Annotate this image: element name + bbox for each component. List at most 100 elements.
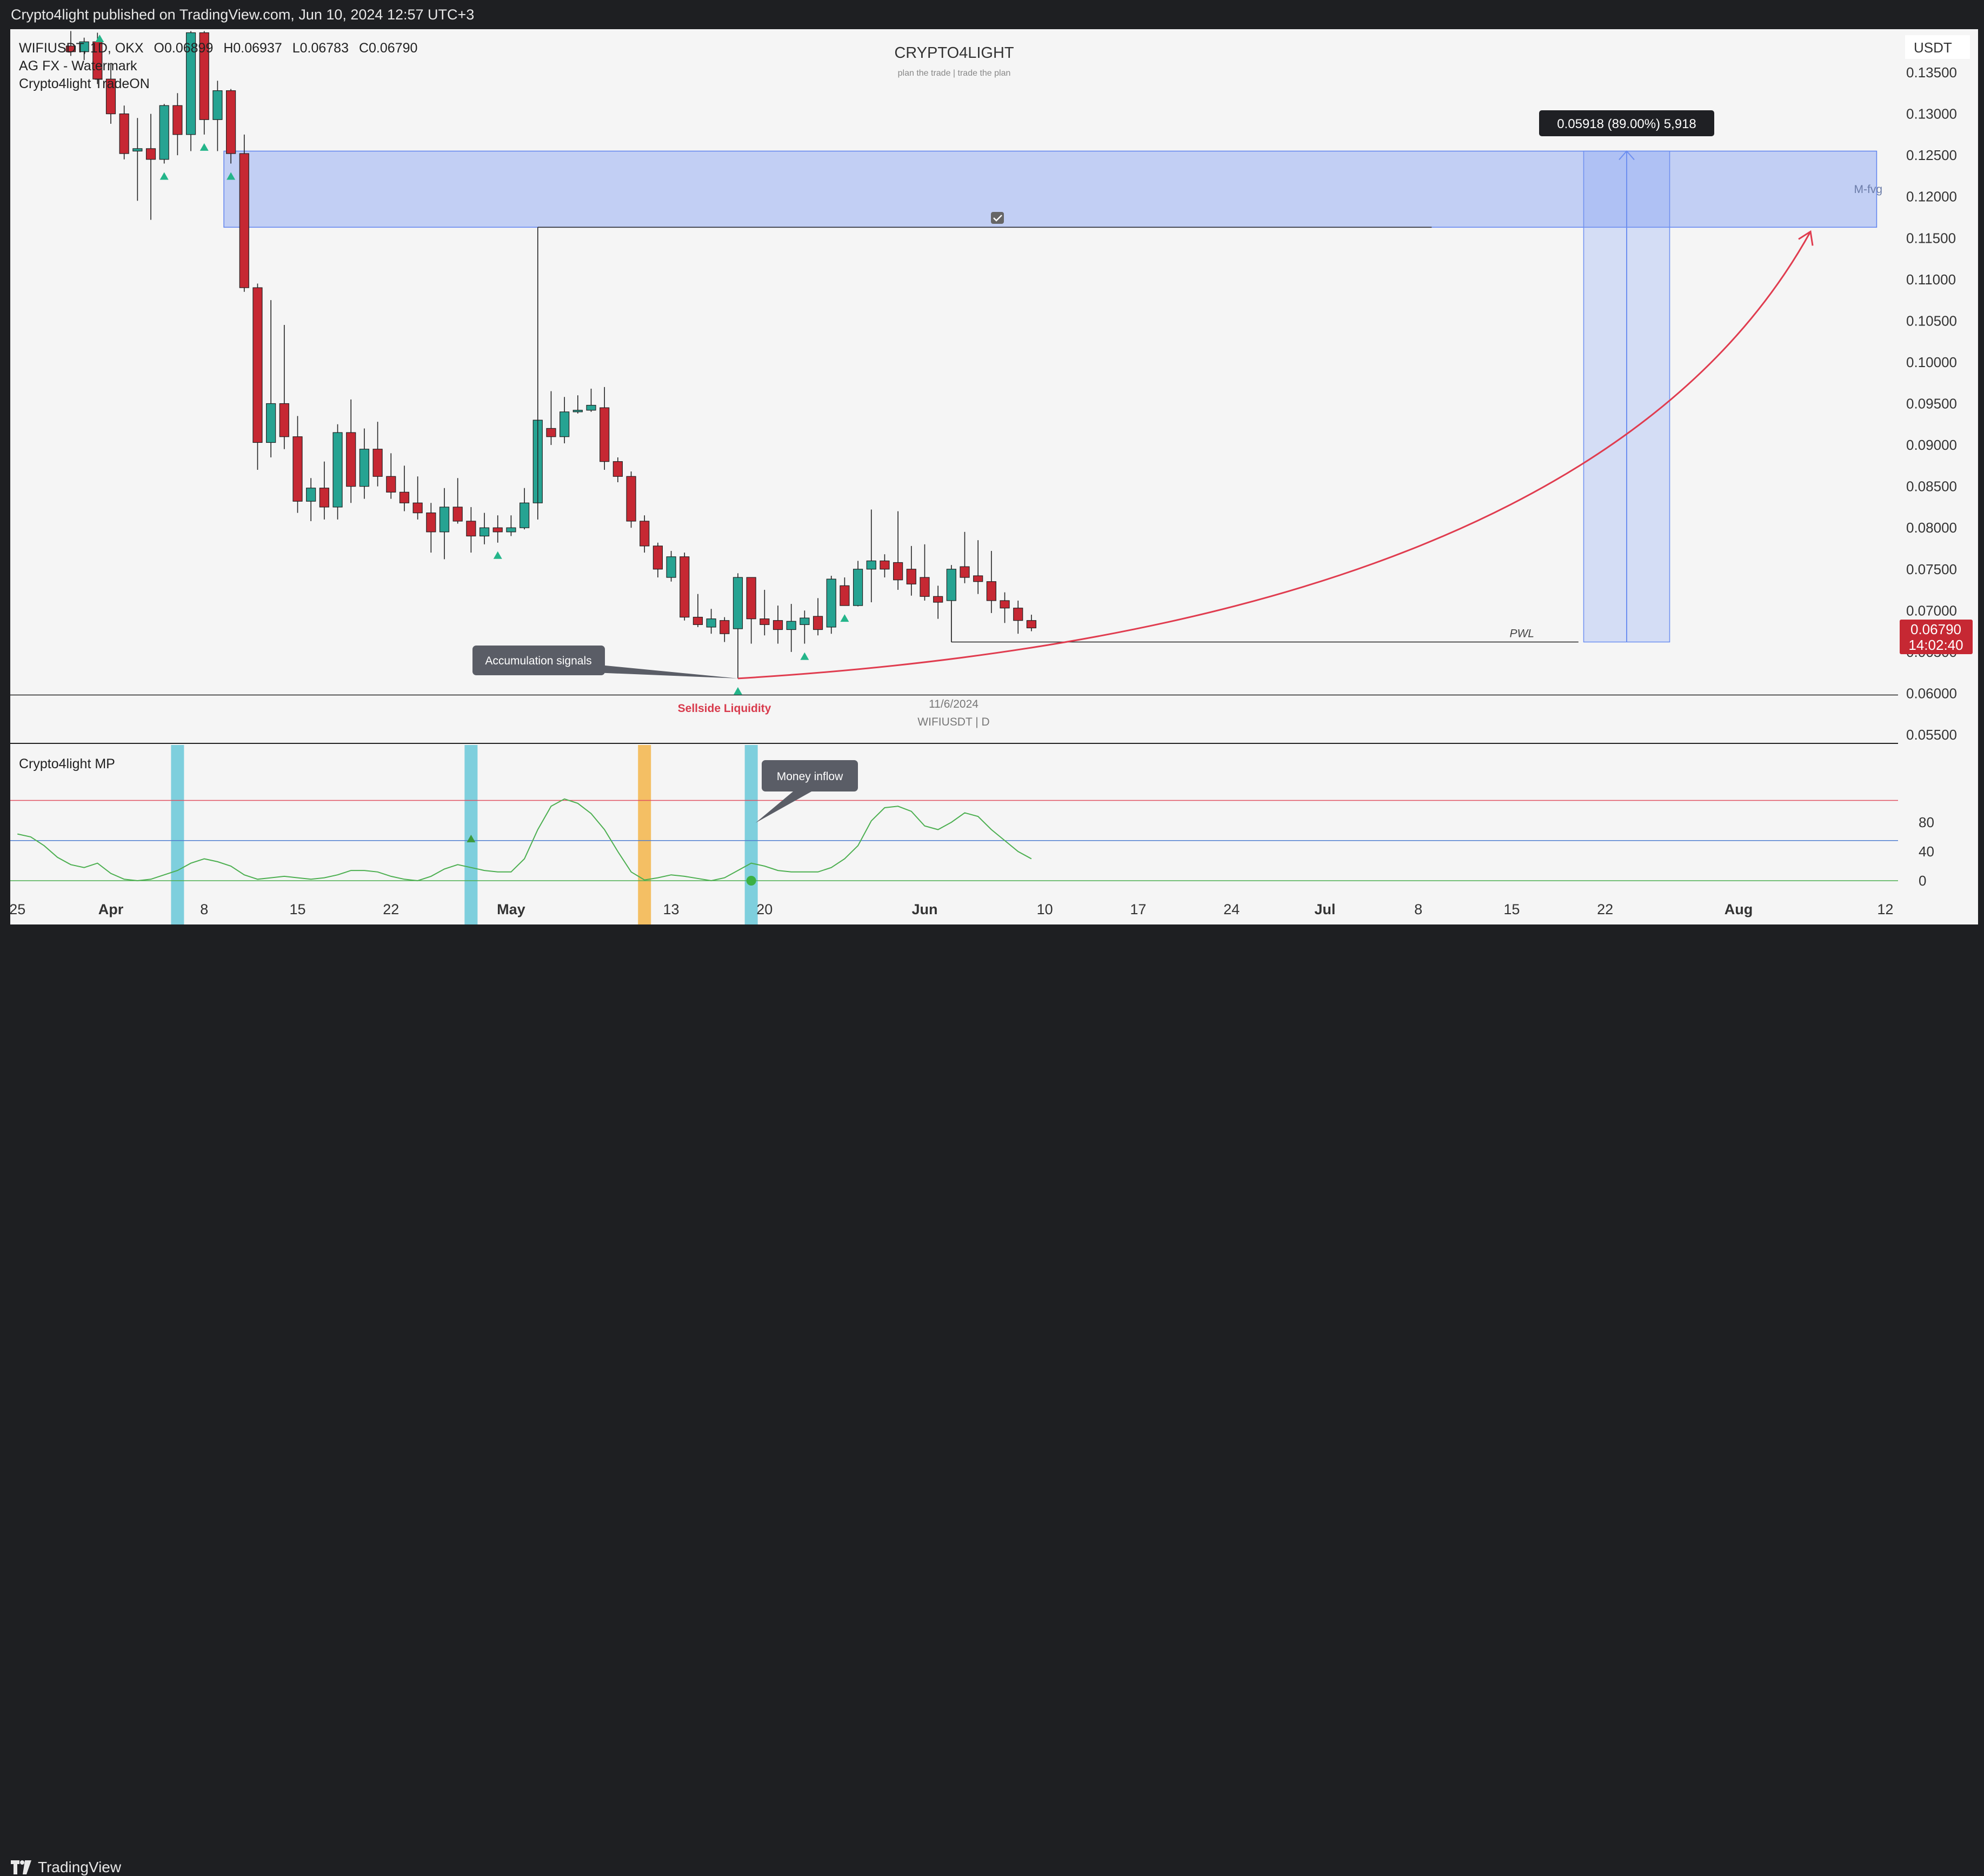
mfvg-label: M-fvg [1854, 183, 1883, 196]
oscillator-signal-bar [171, 745, 184, 924]
symbol-tf-label: WIFIUSDT | D [917, 716, 989, 728]
candle-body [346, 432, 356, 487]
candle-body [372, 449, 383, 477]
currency-box [1905, 35, 1970, 59]
time-tick-label: Jul [1314, 901, 1335, 917]
legend-open: 0.06899 [164, 41, 213, 56]
price-tick-label: 0.07500 [1906, 561, 1957, 577]
candle-body [720, 620, 730, 634]
money-inflow-box [762, 760, 858, 791]
accumulation-signal-icon [840, 614, 849, 622]
price-tick-label: 0.08000 [1906, 520, 1957, 536]
annotations-layer: PWL 0.05918 (89.00%) 5,918 Accumulation si… [10, 35, 1898, 728]
accumulation-signal-icon [493, 551, 502, 559]
oscillator-signal-bar [638, 745, 651, 924]
price-tick-label: 0.12000 [1906, 189, 1957, 205]
price-axis[interactable]: 0.13500 0.13000 0.12500 0.12000 0.11500 0.110… [1898, 29, 1978, 924]
legend-high-label: H [223, 41, 233, 56]
time-tick-label: 8 [200, 901, 208, 917]
candle-body [239, 153, 249, 288]
legend-low: 0.06783 [300, 41, 349, 56]
oscillator-tick-label: 0 [1919, 873, 1926, 889]
candle-body [866, 560, 876, 570]
time-tick-label: Apr [98, 901, 124, 917]
pwl-label: PWL [1509, 628, 1534, 640]
legend-indicator-watermark: AG FX - Watermark [19, 58, 137, 74]
candle-body [746, 577, 756, 620]
watermark-title: CRYPTO4LIGHT [894, 44, 1014, 62]
legend-line: WIFIUSDT, 1D, OKX O0.06899 H0.06937 L0.0… [19, 41, 417, 56]
sellside-label: Sellside Liquidity [678, 702, 771, 715]
tradingview-logo-text: TradingView [38, 1859, 122, 1875]
time-tick-label: 10 [1037, 901, 1053, 917]
chart-area[interactable]: CRYPTO4LIGHT plan the trade | trade the … [9, 29, 1978, 924]
candle-body [773, 620, 783, 630]
price-tick-label: 0.12500 [1906, 147, 1957, 163]
price-tick-label: 0.05500 [1906, 727, 1957, 743]
time-tick-label: May [497, 901, 525, 917]
candle-body [159, 105, 169, 160]
oscillator-layer: Money inflow [10, 745, 1898, 924]
price-tag-box [1900, 620, 1973, 654]
time-tick-label: 15 [289, 901, 305, 917]
candle-body [386, 476, 396, 493]
candle-body [826, 578, 836, 628]
oscillator-tick-label: 80 [1919, 814, 1934, 830]
candle-body [145, 148, 156, 160]
candle-body [212, 90, 223, 120]
candle-body [693, 616, 703, 625]
candle-body [519, 502, 530, 528]
accumulation-label: Accumulation signals [485, 655, 591, 667]
candle-body [119, 113, 129, 154]
watermark-subtitle: plan the trade | trade the plan [898, 69, 1011, 78]
candle-body [946, 569, 956, 601]
candle-body [426, 513, 436, 533]
candle-body [292, 436, 303, 502]
candle-body [612, 461, 623, 477]
candle-body [185, 32, 196, 135]
header-bar: Crypto4light published on TradingView.co… [0, 0, 1984, 29]
price-tag-value: 0.06790 [1910, 621, 1961, 637]
candle-body [479, 527, 490, 537]
time-tick-label: 20 [756, 901, 773, 917]
time-tick-label: 15 [1503, 901, 1520, 917]
price-tick-label: 0.13500 [1906, 64, 1957, 81]
checkbox-icon[interactable] [991, 212, 1004, 224]
candle-body [840, 585, 850, 606]
accumulation-signal-icon [227, 172, 236, 180]
candle-body [893, 562, 903, 581]
candle-body [853, 569, 863, 606]
candle-body [492, 527, 503, 533]
legend-open-label: O [154, 41, 164, 56]
candle-body [560, 411, 570, 437]
legend-close-label: C [359, 41, 369, 56]
candle-body [105, 78, 116, 115]
accumulation-signal-icon [733, 687, 742, 695]
fvg-layer: M-fvg [223, 150, 1883, 228]
time-tick-label: 12 [1877, 901, 1893, 917]
candle-body [65, 45, 76, 52]
candle-body [199, 32, 209, 120]
legend-high: 0.06937 [233, 41, 282, 56]
currency-label: USDT [1914, 39, 1952, 56]
candle-body [252, 287, 263, 443]
oscillator-title: Crypto4light MP [19, 756, 115, 771]
publish-text: Crypto4light published on TradingView.co… [11, 6, 475, 23]
time-axis[interactable]: 25 Apr 8 15 22 May 13 20 Jun 10 17 24 Jul 8 15 22 Aug 12 [9, 901, 1893, 917]
price-tick-label: 0.11000 [1906, 271, 1956, 288]
candle-body [626, 476, 636, 522]
measure-label: 0.05918 (89.00%) 5,918 [1557, 117, 1696, 131]
chart-svg[interactable]: CRYPTO4LIGHT plan the trade | trade the … [9, 29, 1978, 924]
candle-body [399, 491, 410, 503]
legend-low-label: L [292, 41, 300, 56]
time-tick-label: 8 [1414, 901, 1422, 917]
oscillator-line [17, 798, 1032, 882]
candle-body [800, 617, 810, 625]
candle-body [319, 488, 329, 508]
candle-body [1000, 600, 1010, 609]
tradingview-logo[interactable]: TradingView [11, 1859, 121, 1876]
legend-symbol: WIFIUSDT, 1D, OKX [19, 41, 144, 56]
accumulation-signal-icon [159, 172, 169, 180]
time-tick-label: 22 [383, 901, 399, 917]
candle-body [600, 407, 610, 462]
